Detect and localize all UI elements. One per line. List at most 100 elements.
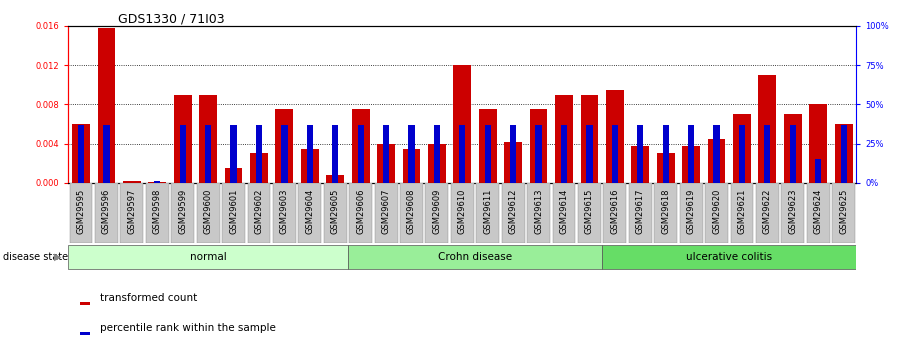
Text: GSM29601: GSM29601 <box>229 189 238 234</box>
FancyBboxPatch shape <box>629 183 651 243</box>
Bar <box>205 125 211 183</box>
FancyBboxPatch shape <box>349 183 372 243</box>
Bar <box>230 125 237 183</box>
Text: GSM29620: GSM29620 <box>712 189 721 234</box>
Bar <box>764 125 771 183</box>
FancyBboxPatch shape <box>705 183 728 243</box>
Bar <box>555 95 573 183</box>
Text: ulcerative colitis: ulcerative colitis <box>686 252 773 262</box>
FancyBboxPatch shape <box>120 183 143 243</box>
FancyBboxPatch shape <box>374 183 397 243</box>
Bar <box>580 95 599 183</box>
Bar <box>713 125 720 183</box>
FancyBboxPatch shape <box>248 183 271 243</box>
Text: GSM29618: GSM29618 <box>661 189 670 234</box>
Text: GSM29603: GSM29603 <box>280 189 289 234</box>
Bar <box>123 181 141 183</box>
Bar <box>485 125 491 183</box>
Bar <box>505 142 522 183</box>
FancyBboxPatch shape <box>527 183 550 243</box>
Bar <box>529 109 548 183</box>
FancyBboxPatch shape <box>603 183 626 243</box>
FancyBboxPatch shape <box>171 183 194 243</box>
Bar <box>154 181 160 183</box>
Bar <box>790 125 796 183</box>
FancyBboxPatch shape <box>451 183 474 243</box>
Text: GSM29611: GSM29611 <box>483 189 492 234</box>
Bar <box>454 65 471 183</box>
FancyBboxPatch shape <box>348 245 602 269</box>
Text: GSM29608: GSM29608 <box>407 189 416 234</box>
Bar <box>733 114 751 183</box>
Text: GSM29615: GSM29615 <box>585 189 594 234</box>
Text: GSM29623: GSM29623 <box>788 189 797 234</box>
Bar <box>815 159 822 183</box>
Text: transformed count: transformed count <box>100 293 197 303</box>
FancyBboxPatch shape <box>146 183 169 243</box>
Bar <box>561 125 568 183</box>
Bar <box>174 95 191 183</box>
Bar <box>352 109 370 183</box>
FancyBboxPatch shape <box>602 245 856 269</box>
Bar <box>657 154 674 183</box>
Bar <box>377 144 395 183</box>
Bar <box>631 146 650 183</box>
FancyBboxPatch shape <box>323 183 347 243</box>
Bar <box>403 148 420 183</box>
Text: GSM29621: GSM29621 <box>737 189 746 234</box>
Bar <box>200 95 217 183</box>
Bar <box>612 125 618 183</box>
Bar <box>326 175 344 183</box>
Text: GSM29602: GSM29602 <box>254 189 263 234</box>
Bar <box>78 125 84 183</box>
Text: GSM29610: GSM29610 <box>458 189 466 234</box>
FancyBboxPatch shape <box>69 183 93 243</box>
Text: GSM29596: GSM29596 <box>102 189 111 234</box>
FancyBboxPatch shape <box>680 183 702 243</box>
Text: normal: normal <box>189 252 227 262</box>
FancyBboxPatch shape <box>222 183 245 243</box>
FancyBboxPatch shape <box>756 183 779 243</box>
Text: GSM29599: GSM29599 <box>179 189 188 234</box>
FancyBboxPatch shape <box>553 183 576 243</box>
Bar <box>251 154 268 183</box>
FancyBboxPatch shape <box>476 183 499 243</box>
Text: GSM29624: GSM29624 <box>814 189 823 234</box>
Bar <box>708 139 725 183</box>
Text: GSM29625: GSM29625 <box>839 189 848 234</box>
FancyBboxPatch shape <box>832 183 855 243</box>
Text: GSM29597: GSM29597 <box>128 189 137 234</box>
Bar <box>809 104 827 183</box>
Bar <box>80 302 90 305</box>
Text: GSM29605: GSM29605 <box>331 189 340 234</box>
Bar <box>256 125 262 183</box>
FancyBboxPatch shape <box>273 183 296 243</box>
Text: GSM29609: GSM29609 <box>433 189 442 234</box>
Bar <box>479 109 496 183</box>
Bar <box>80 332 90 335</box>
FancyBboxPatch shape <box>425 183 448 243</box>
Bar <box>759 75 776 183</box>
FancyBboxPatch shape <box>731 183 753 243</box>
Bar <box>587 125 592 183</box>
FancyBboxPatch shape <box>68 245 348 269</box>
Text: GSM29595: GSM29595 <box>77 189 86 234</box>
Text: disease state: disease state <box>3 252 67 262</box>
Bar <box>301 148 319 183</box>
Text: percentile rank within the sample: percentile rank within the sample <box>100 323 276 333</box>
FancyBboxPatch shape <box>782 183 804 243</box>
FancyBboxPatch shape <box>578 183 601 243</box>
Bar <box>606 90 624 183</box>
Bar <box>739 125 745 183</box>
Bar <box>459 125 466 183</box>
Bar <box>688 125 694 183</box>
FancyBboxPatch shape <box>197 183 220 243</box>
Text: GSM29613: GSM29613 <box>534 189 543 234</box>
Bar <box>103 125 109 183</box>
FancyBboxPatch shape <box>654 183 677 243</box>
Text: GSM29604: GSM29604 <box>305 189 314 234</box>
Text: GSM29612: GSM29612 <box>508 189 517 234</box>
FancyBboxPatch shape <box>400 183 423 243</box>
Bar <box>72 124 90 183</box>
Bar <box>97 28 116 183</box>
